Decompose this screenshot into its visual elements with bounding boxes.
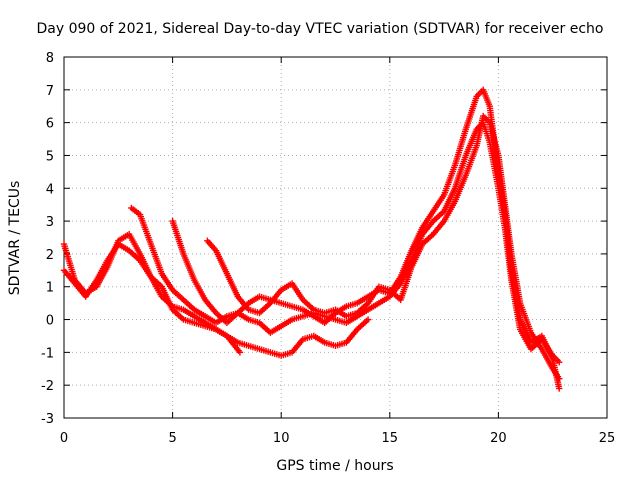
y-tick-label: 8 [46,51,54,66]
x-tick-label: 5 [168,431,176,446]
data-point [556,375,563,382]
y-tick-label: -3 [41,412,54,427]
y-axis-label: SDTVAR / TECUs [7,181,23,296]
plot-frame [63,56,608,419]
y-tick-label: -2 [41,379,54,394]
data-point [556,359,563,366]
y-tick-label: 0 [46,314,54,329]
data-point [556,385,563,392]
x-tick-label: 20 [490,431,507,446]
data-points [60,86,563,392]
x-tick-label: 15 [382,431,399,446]
y-tick-label: 3 [46,215,54,230]
data-point [236,349,244,356]
y-tick-label: 6 [46,117,54,132]
x-tick-label: 0 [60,431,68,446]
y-tick-label: 7 [46,84,54,99]
data-point [364,316,372,323]
y-tick-label: 2 [46,248,54,263]
x-axis-label: GPS time / hours [276,458,393,474]
x-tick-label: 10 [273,431,290,446]
y-tick-label: 5 [46,149,54,164]
axis-ticks: 0 5 10 15 20 25 -3 -2 -1 0 1 2 3 4 5 6 7 8 [41,51,615,446]
y-tick-label: 4 [46,182,54,197]
chart-title: Day 090 of 2021, Sidereal Day-to-day VTE… [37,21,604,37]
x-tick-label: 25 [599,431,616,446]
y-tick-label: 1 [46,281,54,296]
y-tick-label: -1 [41,346,54,361]
